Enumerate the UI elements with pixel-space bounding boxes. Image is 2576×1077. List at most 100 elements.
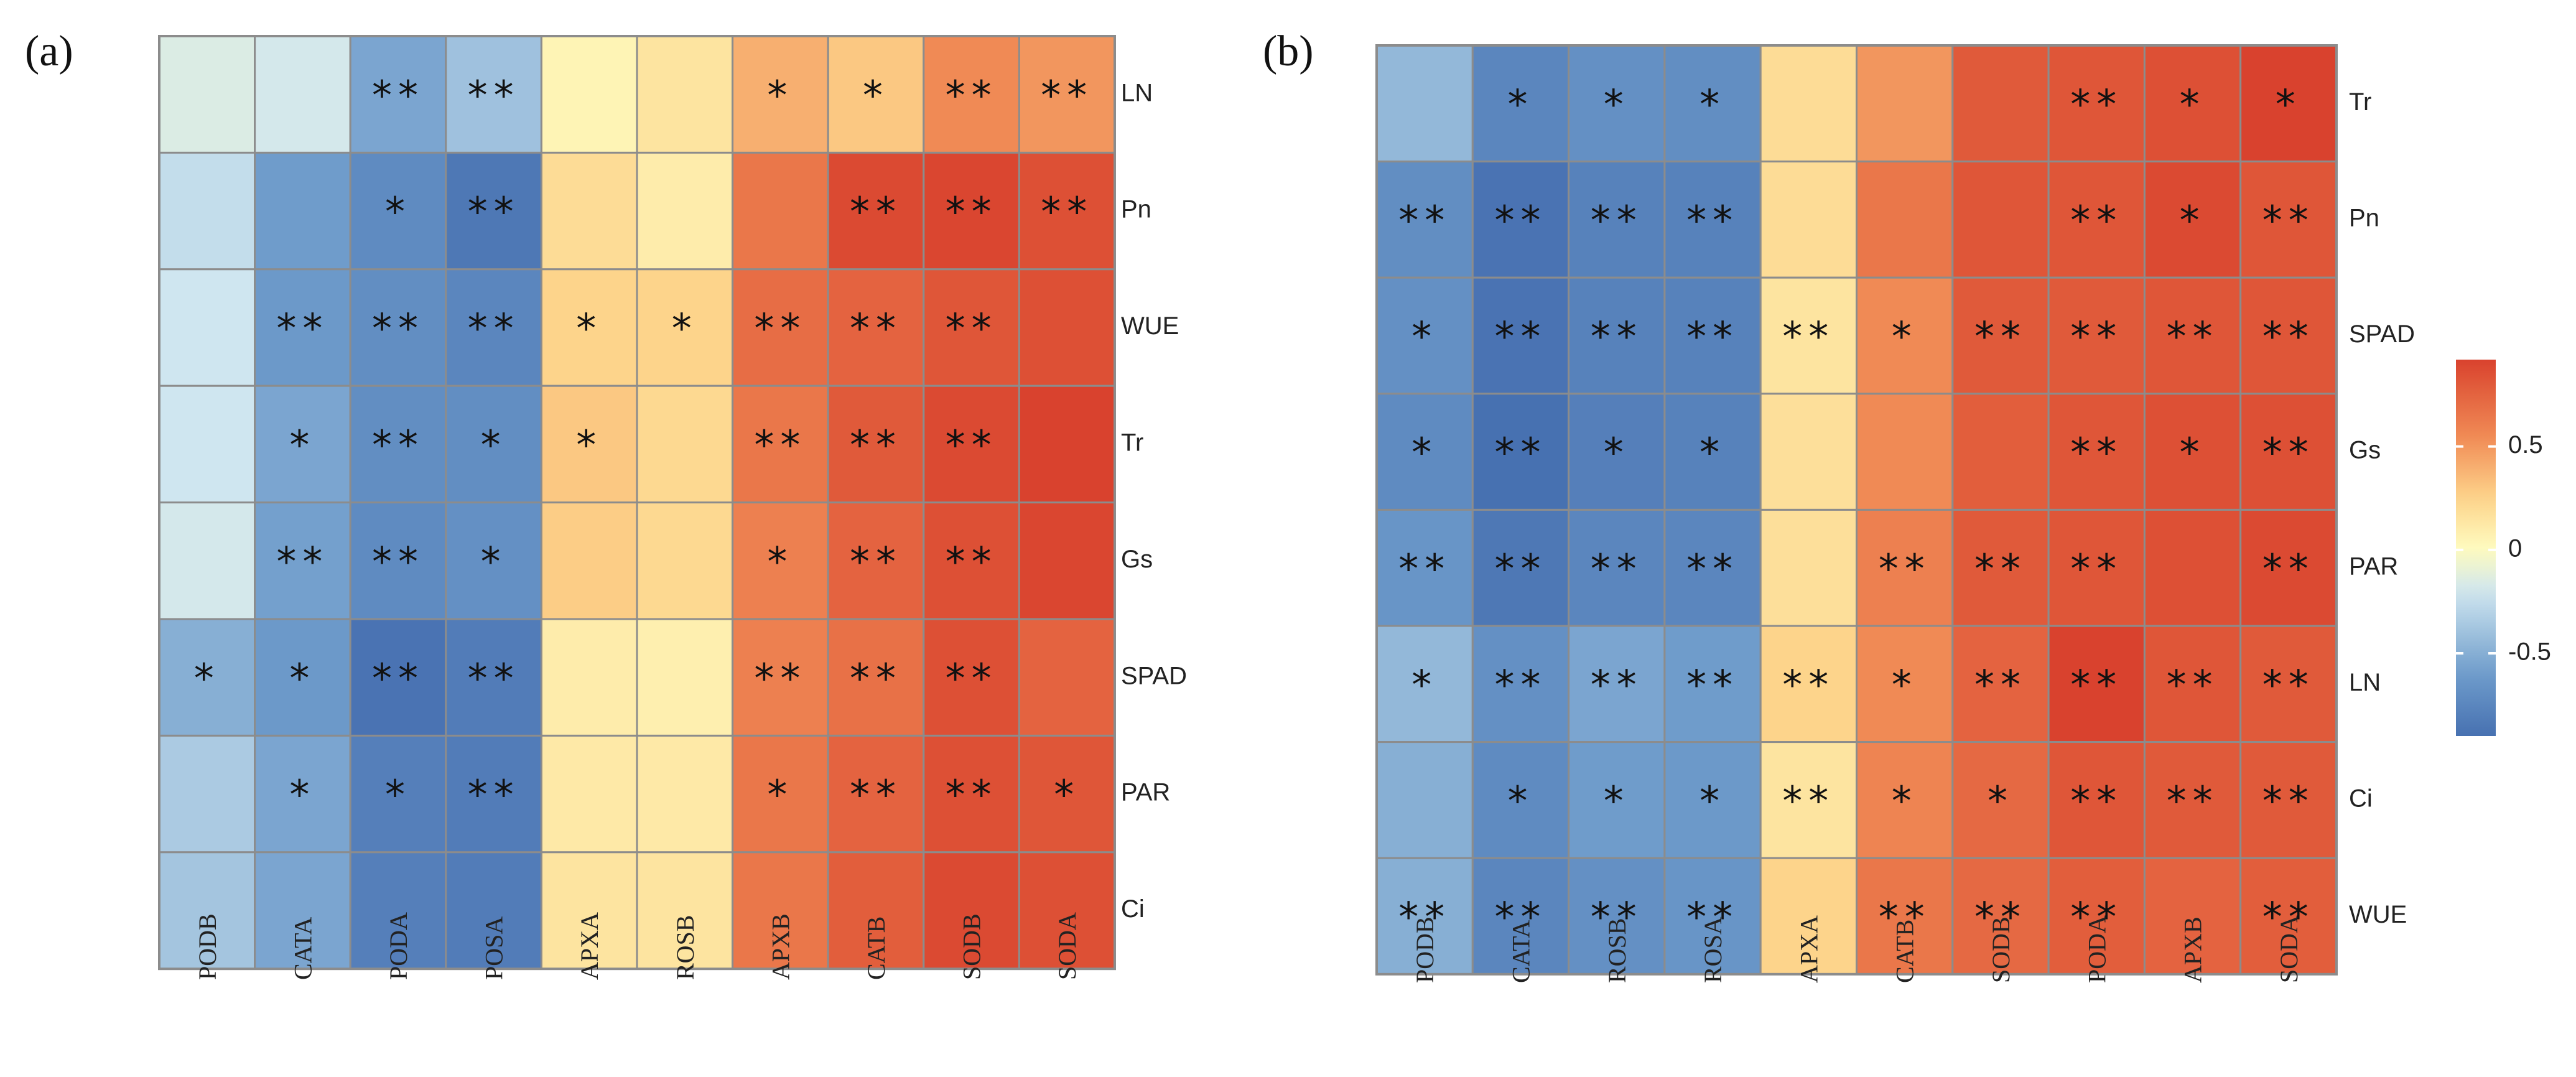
heatmap-cell: [2143, 625, 2242, 744]
significance-marker: *: [481, 539, 507, 585]
colorbar-tick-label: 0.5: [2508, 431, 2543, 459]
heatmap-cell: [1471, 161, 1570, 279]
significance-marker: *: [1411, 663, 1438, 709]
column-label: PODB: [193, 913, 221, 980]
row-label: Gs: [2349, 437, 2381, 464]
significance-marker: *: [1700, 431, 1726, 477]
heatmap-cell: [1856, 625, 1954, 744]
heatmap-cell: [1568, 44, 1666, 163]
heatmap-cell: [636, 501, 734, 620]
significance-marker: *: [672, 306, 698, 352]
significance-marker: **: [850, 539, 902, 585]
row-label: PAR: [1121, 779, 1170, 806]
heatmap-cell: [2047, 276, 2146, 395]
significance-marker: **: [1495, 895, 1547, 941]
significance-marker: **: [850, 656, 902, 702]
significance-marker: **: [946, 422, 998, 469]
heatmap-cell: [1471, 857, 1570, 976]
significance-marker: **: [1879, 895, 1931, 941]
heatmap-cell: [1471, 741, 1570, 859]
significance-marker: *: [2276, 82, 2302, 128]
heatmap-cell: [1759, 857, 1858, 976]
column-label: SODB: [1987, 916, 2015, 983]
heatmap-cell: [1018, 618, 1116, 737]
significance-marker: *: [1054, 773, 1080, 819]
significance-marker: **: [1782, 663, 1834, 709]
column-label: APXB: [2179, 916, 2207, 983]
heatmap-cell: [1568, 625, 1666, 744]
row-label: Ci: [1121, 895, 1145, 923]
significance-marker: *: [1700, 82, 1726, 128]
column-label: SODA: [1053, 912, 1081, 980]
significance-marker: **: [468, 773, 520, 819]
heatmap-border: [158, 35, 1116, 971]
heatmap-cell: [1375, 44, 1474, 163]
significance-marker: **: [1974, 895, 2027, 941]
row-label: SPAD: [1121, 662, 1187, 689]
heatmap-cell: [1951, 393, 2050, 511]
significance-marker: **: [372, 422, 424, 469]
significance-marker: *: [1892, 778, 1918, 824]
heatmap-cell: [1663, 741, 1762, 859]
significance-marker: **: [372, 306, 424, 352]
heatmap-cell: [254, 501, 351, 620]
panel-label: (b): [1263, 27, 1314, 75]
significance-marker: **: [372, 539, 424, 585]
heatmap-cell: [1856, 508, 1954, 627]
significance-marker: **: [1782, 778, 1834, 824]
heatmap-cell: [445, 35, 542, 154]
row-label: LN: [1121, 79, 1153, 106]
heatmap-cell: [1018, 268, 1116, 387]
heatmap-cell: [445, 268, 542, 387]
significance-marker: **: [2070, 546, 2123, 592]
significance-marker: **: [946, 539, 998, 585]
column-label: POSA: [480, 916, 508, 980]
significance-marker: **: [2262, 663, 2315, 709]
heatmap-cell: [923, 151, 1020, 271]
heatmap-cell: [445, 618, 542, 737]
heatmap-cell: [1568, 393, 1666, 511]
significance-marker: *: [1604, 82, 1630, 128]
column-label: CATB: [1891, 920, 1919, 983]
heatmap-cell: [540, 501, 638, 620]
significance-marker: **: [276, 306, 328, 352]
heatmap-cell: [923, 618, 1020, 737]
heatmap-cell: [2239, 393, 2338, 511]
significance-marker: *: [576, 306, 602, 352]
heatmap-cell: [827, 385, 925, 504]
column-label: PODA: [2083, 915, 2111, 983]
significance-marker: *: [385, 190, 411, 236]
row-label: Tr: [2349, 88, 2371, 116]
significance-marker: **: [1398, 198, 1451, 244]
row-label: Tr: [1121, 429, 1143, 456]
significance-marker: *: [576, 422, 602, 469]
heatmap-cell: [636, 618, 734, 737]
heatmap-cell: [1759, 741, 1858, 859]
colorbar-tick-label: 0: [2508, 534, 2522, 562]
heatmap-cell: [1856, 741, 1954, 859]
heatmap-cell: [732, 618, 829, 737]
heatmap-cell: [1856, 44, 1954, 163]
significance-marker: **: [850, 773, 902, 819]
significance-marker: *: [1892, 314, 1918, 360]
significance-marker: *: [385, 773, 411, 819]
significance-marker: **: [2262, 431, 2315, 477]
heatmap-cell: [1759, 508, 1858, 627]
column-label: PODA: [384, 912, 412, 980]
row-label: WUE: [1121, 312, 1179, 340]
significance-marker: **: [1591, 895, 1643, 941]
significance-marker: *: [767, 539, 793, 585]
significance-marker: *: [194, 656, 220, 702]
significance-marker: **: [2070, 82, 2123, 128]
heatmap-cell: [1018, 35, 1116, 154]
heatmap-cell: [1568, 161, 1666, 279]
significance-marker: **: [468, 656, 520, 702]
significance-marker: *: [289, 656, 315, 702]
heatmap-cell: [1375, 393, 1474, 511]
significance-marker: **: [1686, 198, 1739, 244]
heatmap-cell: [254, 151, 351, 271]
significance-marker: **: [946, 73, 998, 119]
column-label: PODB: [1411, 916, 1439, 983]
significance-marker: **: [946, 190, 998, 236]
row-label: Ci: [2349, 785, 2373, 812]
